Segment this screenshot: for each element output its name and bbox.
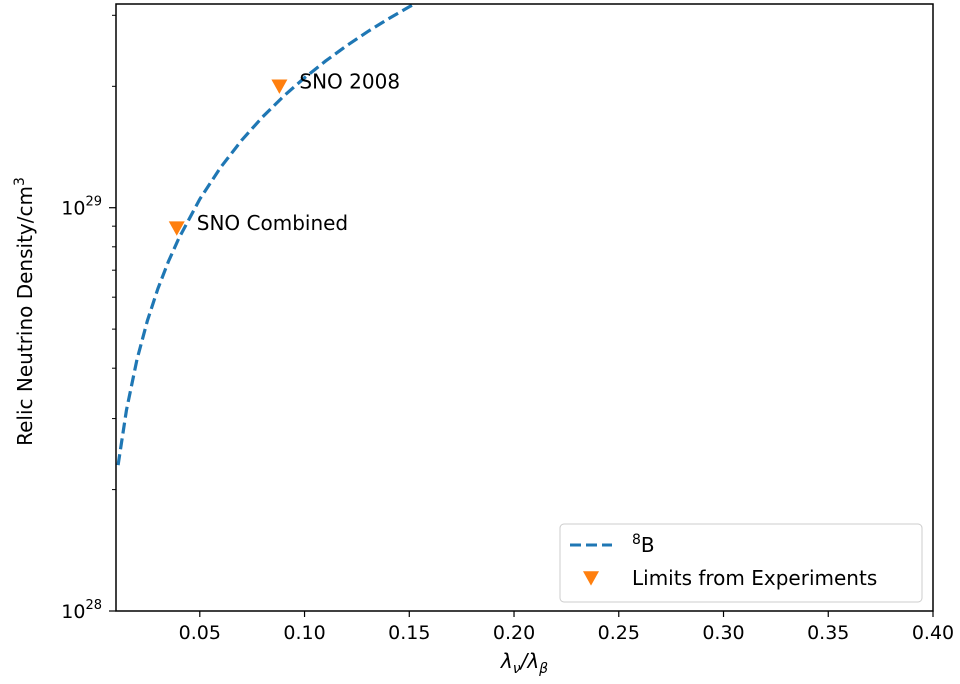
y-tick-label: 1029 [61,195,102,220]
x-tick-label: 0.30 [702,622,744,644]
x-tick-label: 0.15 [388,622,430,644]
x-axis-ticks: 0.05 0.10 0.15 0.20 0.25 0.30 0.35 0.40 [179,611,954,644]
curve-layer [116,4,418,466]
x-tick-label: 0.35 [807,622,849,644]
x-axis-label: λν/λβ [500,649,548,677]
marker-layer [168,79,288,236]
limit-marker-0 [168,221,185,236]
legend-label-8b: 8B [632,532,655,557]
limit-marker-1 [271,79,288,94]
y-tick-label: 1028 [61,598,102,623]
x-tick-label: 0.05 [179,622,221,644]
legend-label-limits: Limits from Experiments [632,566,877,590]
x-tick-label: 0.10 [283,622,325,644]
limit-annotation-0: SNO Combined [197,211,348,235]
legend: 8B Limits from Experiments [559,523,923,603]
series-line-8b [116,4,418,466]
x-tick-label: 0.40 [912,622,954,644]
y-axis-ticks: 1028 1029 [61,14,116,623]
legend-marker-swatch [583,571,599,586]
limit-annotation-1: SNO 2008 [299,69,400,93]
y-axis-label: Relic Neutrino Density/cm3 [12,177,37,446]
x-tick-label: 0.25 [598,622,640,644]
x-tick-label: 0.20 [493,622,535,644]
legend-box [559,523,923,603]
plot-frame [115,3,934,612]
